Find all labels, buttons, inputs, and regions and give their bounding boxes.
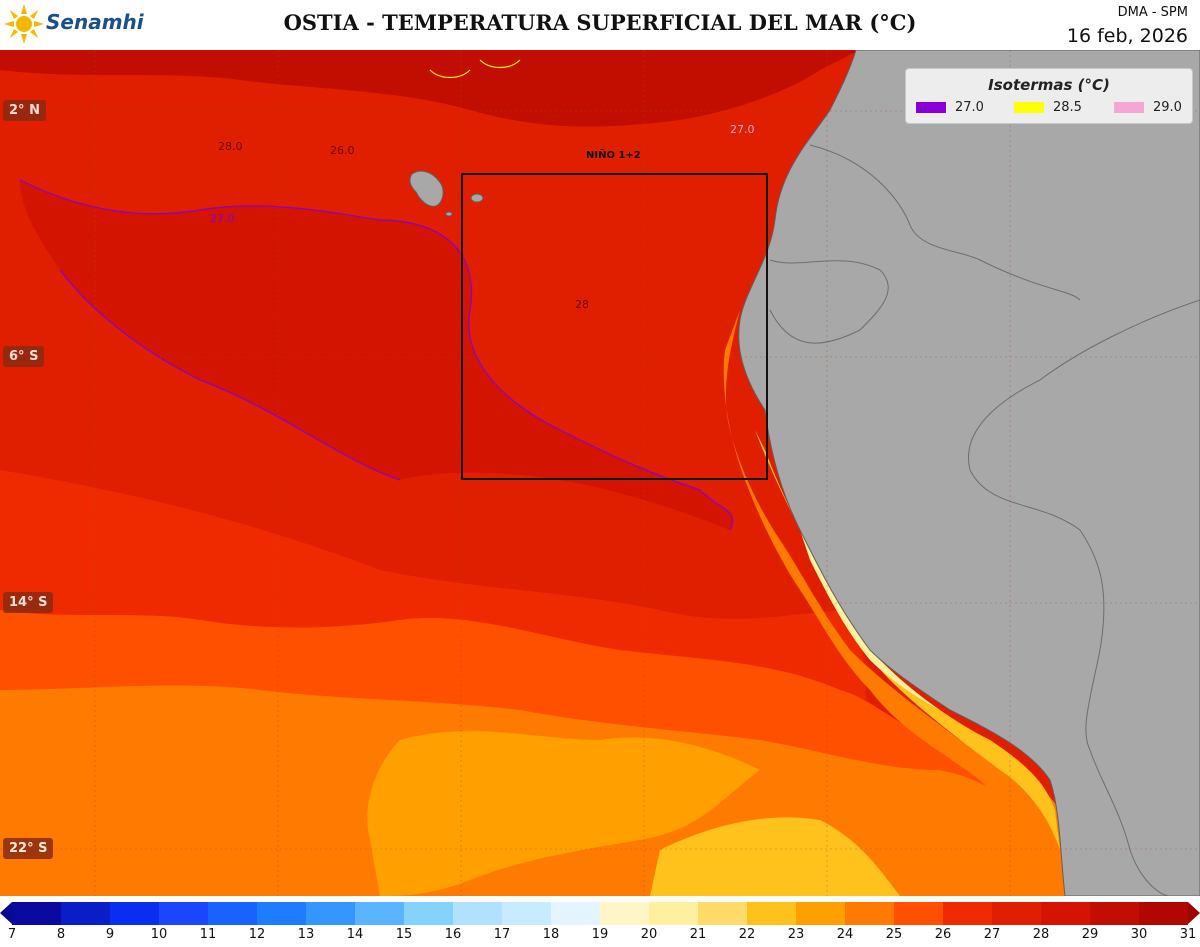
legend-value: 27.0 [955,100,984,115]
colorbar-segment [649,902,698,925]
lat-label-6s: 6° S [3,346,45,367]
colorbar-tick-label: 16 [444,927,462,942]
lat-label-22s: 22° S [3,838,54,859]
date-label: 16 feb, 2026 [1066,25,1188,47]
colorbar-segment [1090,902,1139,925]
colorbar-tick-label: 28 [1032,927,1050,942]
colorbar-arrow-right [1188,902,1200,924]
colorbar-segment [1139,902,1188,925]
legend-value: 28.5 [1053,100,1082,115]
colorbar-tick-label: 14 [346,927,364,942]
isoline-label: 27.0 [730,123,755,136]
org-label: DMA - SPM [1117,5,1188,20]
colorbar-tick-label: 19 [591,927,609,942]
colorbar-tick-label: 26 [934,927,952,942]
colorbar-tick-label: 17 [493,927,511,942]
border-bolivia-chile [1089,749,1171,896]
colorbar-tick-label: 22 [738,927,756,942]
nino-region-label: NIÑO 1+2 [586,150,641,161]
legend-swatch [916,102,946,113]
colorbar-segment [61,902,110,925]
isoline-label: 28 [575,298,589,311]
lat-label-14s: 14° S [3,592,54,613]
colorbar-tick-label: 12 [248,927,266,942]
colorbar-tick-label: 11 [199,927,217,942]
colorbar-segment [992,902,1041,925]
map-canvas: 27.0 28.0 26.0 27.0 28 [0,50,1200,896]
upwelling-outer [723,310,1070,896]
colorbar-segment [502,902,551,925]
colorbar-tick-label: 21 [689,927,707,942]
colorbar-segment [551,902,600,925]
nino-region-box [461,173,768,480]
legend-value: 29.0 [1153,100,1182,115]
colorbar-tick-label: 7 [7,927,17,942]
upwelling-inner [755,430,1060,850]
colorbar-segment [208,902,257,925]
sst-band-27 [20,180,733,530]
lat-label-2n: 2° N [3,100,46,121]
colorbar-segment [355,902,404,925]
colorbar-tick-label: 29 [1081,927,1099,942]
colorbar-tick-label: 8 [56,927,66,942]
colorbar-tick-label: 10 [150,927,168,942]
sst-band-21 [650,817,900,896]
colorbar-segment [894,902,943,925]
isotherm-legend: Isotermas (°C) 27.0 28.5 29.0 [905,68,1193,124]
colorbar-segment [12,902,61,925]
border-peru-brazil-bolivia [968,299,1200,751]
galapagos-isabela [409,170,444,207]
page-title: OSTIA - TEMPERATURA SUPERFICIAL DEL MAR … [283,10,917,35]
graticule [0,50,1200,896]
header: Senamhi OSTIA - TEMPERATURA SUPERFICIAL … [0,0,1200,50]
isoline-label: 26.0 [330,144,355,157]
isotherm-28-5 [429,59,521,79]
legend-swatch [1114,102,1144,113]
colorbar-segment [1041,902,1090,925]
legend-swatch [1014,102,1044,113]
colorbar-tick-label: 25 [885,927,903,942]
isotherm-27b [59,269,401,481]
sst-band-22 [367,731,760,896]
colorbar-tick-label: 31 [1179,927,1197,942]
logo-text: Senamhi [46,10,144,34]
colorbar-segment [747,902,796,925]
colorbar-segment [698,902,747,925]
colorbar-segment [159,902,208,925]
colorbar-tick-label: 13 [297,927,315,942]
colorbar-tick-label: 27 [983,927,1001,942]
senamhi-logo: Senamhi [4,2,194,46]
sst-map: 27.0 28.0 26.0 27.0 28 2° N 6° S 14° S 2… [0,50,1200,896]
colorbar-tick-label: 9 [105,927,115,942]
colorbar: 7 8 9 10 11 12 13 14 15 16 17 18 19 20 21 22 23 24 25 26 27 2… [0,900,1200,947]
colorbar-tick-label: 30 [1130,927,1148,942]
border-ecuador-peru [769,259,889,344]
galapagos-san-cristobal [470,193,484,203]
colorbar-tick-label: 24 [836,927,854,942]
colorbar-segment [453,902,502,925]
colorbar-tick-label: 15 [395,927,413,942]
border-ecuador-colombia [809,144,1081,301]
colorbar-tick-label: 20 [640,927,658,942]
colorbar-segment [943,902,992,925]
sst-band-28 [0,50,860,127]
colorbar-arrow-left [0,902,12,924]
legend-title: Isotermas (°C) [988,76,1110,94]
colorbar-tick-label: 23 [787,927,805,942]
colorbar-strip [12,902,1188,925]
colorbar-segment [600,902,649,925]
isotherm-27 [19,179,734,531]
colorbar-segment [306,902,355,925]
isoline-label: 28.0 [218,140,243,153]
galapagos-islet [445,211,453,217]
colorbar-segment [257,902,306,925]
colorbar-segment [796,902,845,925]
colorbar-segment [110,902,159,925]
sun-icon [4,4,44,44]
colorbar-segment [845,902,894,925]
colorbar-segment [404,902,453,925]
colorbar-tick-label: 18 [542,927,560,942]
isoline-label: 27.0 [210,212,235,225]
